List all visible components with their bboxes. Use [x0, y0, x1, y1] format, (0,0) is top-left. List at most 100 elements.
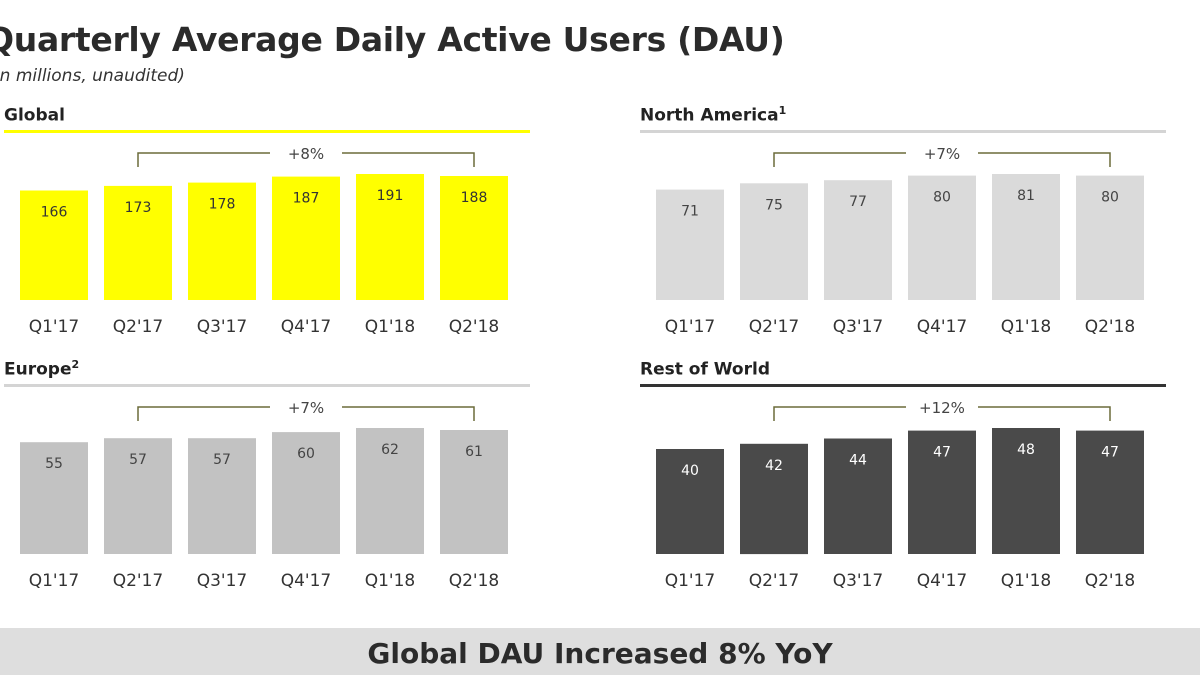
- chart-panel-north-america: North America1 71 Q1'17 75 Q2'17 77 Q3'17 80 Q4…: [640, 104, 1166, 344]
- page-subtitle: (In millions, unaudited): [0, 66, 185, 86]
- data-label: 47: [933, 445, 951, 461]
- data-label: 57: [213, 452, 231, 468]
- panel-rule-global: [4, 130, 530, 133]
- x-tick-label: Q4'17: [917, 317, 968, 337]
- data-label: 191: [377, 188, 404, 204]
- x-tick-label: Q1'17: [29, 571, 80, 591]
- panel-title-footnote: 2: [71, 358, 80, 371]
- data-label: 61: [465, 444, 483, 460]
- data-label: 47: [1101, 445, 1119, 461]
- bar: [740, 443, 808, 555]
- data-label: 75: [765, 197, 783, 213]
- panel-rule-rest-of-world: [640, 384, 1166, 387]
- panel-title-footnote: 1: [778, 104, 787, 117]
- data-label: 178: [209, 197, 236, 213]
- bar: [992, 428, 1060, 554]
- growth-bracket: [773, 152, 1111, 167]
- data-label: 60: [297, 446, 315, 462]
- bar: [188, 182, 256, 300]
- bar: [272, 176, 340, 300]
- panel-title-global: Global: [4, 104, 65, 126]
- data-label: 188: [461, 190, 488, 206]
- growth-bracket: [137, 152, 475, 167]
- bar-chart-global: 166 Q1'17 173 Q2'17 178 Q3'17 187 Q4'17 191 Q1'18…: [20, 145, 508, 337]
- x-tick-label: Q2'18: [1085, 317, 1136, 337]
- data-label: 80: [933, 190, 951, 206]
- x-tick-label: Q3'17: [833, 571, 884, 591]
- panel-title-europe: Europe2: [4, 358, 79, 380]
- growth-annotation: +7%: [288, 399, 324, 417]
- x-tick-label: Q2'17: [749, 571, 800, 591]
- bar: [824, 438, 892, 554]
- x-tick-label: Q1'18: [365, 571, 416, 591]
- bar-chart-europe: 55 Q1'17 57 Q2'17 57 Q3'17 60 Q4'17 62 Q1'18 61 Q2'…: [20, 399, 508, 591]
- bar: [272, 432, 340, 554]
- bar: [188, 438, 256, 554]
- x-tick-label: Q1'18: [1001, 317, 1052, 337]
- page-subtitle-text: In millions, unaudited: [0, 66, 179, 86]
- chart-panel-europe: Europe2 55 Q1'17 57 Q2'17 57 Q3'17 60 Q4'17 62 Q1…: [4, 358, 530, 598]
- x-tick-label: Q2'18: [449, 571, 500, 591]
- x-tick-label: Q1'17: [665, 317, 716, 337]
- x-tick-label: Q3'17: [197, 571, 248, 591]
- panel-rule-north-america: [640, 130, 1166, 133]
- bar: [20, 442, 88, 554]
- x-tick-label: Q4'17: [281, 317, 332, 337]
- data-label: 166: [41, 205, 68, 221]
- growth-annotation: +12%: [919, 399, 965, 417]
- data-label: 80: [1101, 190, 1119, 206]
- bar: [20, 190, 88, 300]
- data-label: 44: [849, 453, 867, 469]
- bar: [1076, 430, 1144, 554]
- bar: [104, 185, 172, 300]
- data-label: 42: [765, 458, 783, 474]
- x-tick-label: Q2'18: [449, 317, 500, 337]
- growth-annotation: +8%: [288, 145, 324, 163]
- bar: [824, 180, 892, 300]
- x-tick-label: Q3'17: [833, 317, 884, 337]
- growth-annotation: +7%: [924, 145, 960, 163]
- panel-title-text: Rest of World: [640, 359, 770, 380]
- chart-panel-rest-of-world: Rest of World 40 Q1'17 42 Q2'17 44 Q3'17 47 Q4'…: [640, 358, 1166, 598]
- x-tick-label: Q2'18: [1085, 571, 1136, 591]
- page-title: Quarterly Average Daily Active Users (DA…: [0, 20, 785, 59]
- data-label: 71: [681, 204, 699, 220]
- bar: [656, 189, 724, 300]
- data-label: 77: [849, 194, 867, 210]
- panel-rule-europe: [4, 384, 530, 387]
- data-label: 57: [129, 452, 147, 468]
- panel-title-rest-of-world: Rest of World: [640, 358, 770, 380]
- x-tick-label: Q4'17: [281, 571, 332, 591]
- data-label: 48: [1017, 442, 1035, 458]
- data-label: 81: [1017, 188, 1035, 204]
- data-label: 62: [381, 442, 399, 458]
- x-tick-label: Q2'17: [113, 317, 164, 337]
- bar: [908, 175, 976, 300]
- footer-banner: Global DAU Increased 8% YoY: [0, 628, 1200, 675]
- panel-title-text: Europe: [4, 359, 72, 380]
- bar-chart-north-america: 71 Q1'17 75 Q2'17 77 Q3'17 80 Q4'17 81 Q1'18 80 Q2'…: [656, 145, 1144, 337]
- bar: [440, 430, 508, 554]
- bar: [356, 174, 424, 300]
- footer-headline: Global DAU Increased 8% YoY: [367, 637, 833, 670]
- chart-panel-global: Global 166 Q1'17 173 Q2'17 178 Q3'17 187 Q4'17 1…: [4, 104, 530, 344]
- panel-title-text: North America: [640, 105, 779, 126]
- panel-title-north-america: North America1: [640, 104, 786, 126]
- bar: [356, 428, 424, 554]
- x-tick-label: Q3'17: [197, 317, 248, 337]
- data-label: 40: [681, 463, 699, 479]
- bar: [104, 438, 172, 554]
- bar: [656, 449, 724, 554]
- bar: [908, 430, 976, 554]
- x-tick-label: Q1'17: [29, 317, 80, 337]
- data-label: 173: [125, 200, 152, 216]
- bar: [440, 176, 508, 300]
- growth-bracket: [773, 406, 1111, 421]
- panel-title-text: Global: [4, 105, 65, 126]
- data-label: 55: [45, 456, 63, 472]
- x-tick-label: Q1'17: [665, 571, 716, 591]
- bar: [1076, 175, 1144, 300]
- x-tick-label: Q4'17: [917, 571, 968, 591]
- bar: [740, 183, 808, 300]
- x-tick-label: Q2'17: [749, 317, 800, 337]
